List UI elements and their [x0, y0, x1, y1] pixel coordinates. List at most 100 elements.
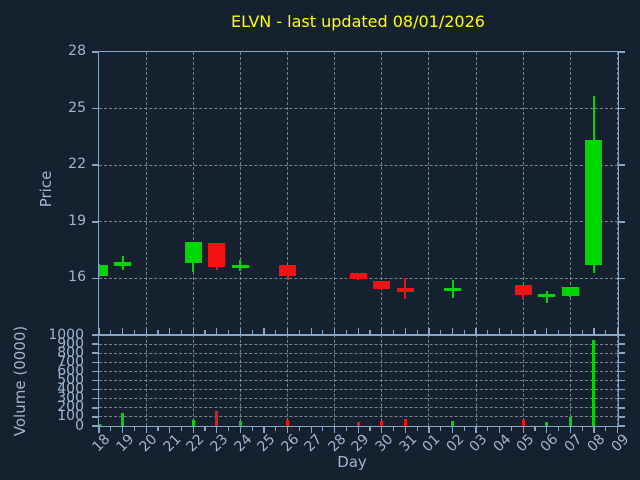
bottom-axis-tick-mark	[180, 427, 183, 431]
bottom-axis-tick-mark	[510, 427, 513, 431]
price-tick-label: 28	[68, 43, 86, 59]
bottom-axis-tick-mark	[228, 427, 230, 431]
bottom-axis-tick-mark	[298, 427, 300, 431]
volume-horizontal-gridline	[99, 407, 618, 409]
x-axis-label: Day	[337, 453, 367, 471]
bottom-axis-tick-mark	[487, 427, 489, 431]
price-tick-mark-right	[617, 221, 625, 223]
price-tick-mark-right	[617, 277, 625, 280]
volume-tick-label: 800	[57, 344, 84, 361]
bottom-axis-tick-mark	[334, 427, 336, 433]
volume-tick-mark-left	[92, 397, 99, 400]
volume-bar	[99, 424, 101, 426]
x-tick-label: 30	[372, 431, 397, 456]
price-tick-mark-left	[92, 221, 99, 223]
price-vertical-gridline	[617, 52, 618, 335]
bottom-axis-tick-mark	[605, 427, 607, 431]
bottom-axis-tick-mark	[381, 427, 383, 433]
volume-tick-mark-left	[92, 352, 99, 354]
volume-tick-mark-right	[617, 388, 625, 391]
volume-tick-label: 0	[75, 417, 84, 434]
bottom-axis-tick-mark	[593, 427, 595, 433]
bottom-axis-tick-mark	[522, 427, 524, 433]
volume-tick-mark-right	[617, 361, 625, 364]
volume-bar	[356, 421, 360, 426]
volume-horizontal-gridline	[99, 380, 618, 381]
price-vertical-gridline	[428, 52, 430, 335]
price-vertical-gridline	[381, 52, 383, 335]
bottom-axis-tick-mark	[369, 427, 371, 431]
x-tick-label: 09	[608, 431, 633, 456]
x-tick-label: 05	[513, 431, 538, 456]
volume-tick-mark-right	[617, 397, 625, 400]
price-axis-label: Price	[37, 170, 55, 208]
bottom-axis-tick-mark	[569, 427, 571, 433]
price-tick-mark-right	[617, 107, 625, 110]
candle-body	[349, 273, 367, 280]
volume-horizontal-gridline	[99, 343, 618, 345]
volume-tick-mark-right	[617, 334, 625, 336]
volume-tick-mark-left	[92, 425, 99, 427]
bottom-axis-tick-mark	[557, 427, 560, 431]
price-tick-label: 19	[68, 212, 86, 229]
volume-tick-mark-right	[617, 416, 625, 418]
bottom-axis-tick-mark	[499, 427, 501, 433]
price-tick-mark-left	[92, 277, 99, 280]
volume-tick-mark-right	[617, 425, 625, 427]
price-horizontal-gridline	[99, 221, 618, 223]
volume-tick-mark-right	[617, 343, 625, 345]
bottom-axis-tick-mark	[98, 427, 100, 433]
price-horizontal-gridline	[99, 108, 618, 110]
x-tick-label: 28	[325, 431, 350, 456]
bottom-axis-tick-mark	[581, 427, 583, 431]
price-tick-mark-right	[617, 164, 625, 166]
volume-tick-label: 500	[57, 372, 84, 388]
volume-bar	[286, 419, 290, 426]
bottom-axis-tick-mark	[263, 427, 265, 433]
price-panel	[99, 52, 618, 335]
price-vertical-gridline	[569, 52, 571, 335]
x-tick-label: 06	[537, 431, 562, 456]
bottom-axis-tick-mark	[157, 427, 159, 431]
price-tick-label: 25	[68, 99, 86, 116]
x-tick-label: 20	[136, 431, 161, 456]
bottom-axis-tick-mark	[534, 427, 536, 431]
price-vertical-gridline	[334, 52, 336, 335]
bottom-axis-tick-mark	[275, 427, 277, 431]
price-tick-label: 22	[68, 156, 86, 173]
volume-horizontal-gridline	[99, 352, 618, 354]
bottom-axis-tick-mark	[145, 427, 147, 433]
candle-body	[444, 287, 462, 291]
bottom-axis-tick-mark	[192, 427, 194, 433]
price-tick-mark-left	[92, 107, 99, 110]
price-vertical-gridline	[287, 52, 289, 335]
price-vertical-gridline	[145, 52, 147, 335]
x-tick-label: 29	[348, 431, 373, 456]
bottom-axis-tick-mark	[451, 427, 454, 433]
volume-bar	[238, 421, 242, 426]
volume-bar	[215, 411, 219, 426]
x-tick-label: 07	[561, 431, 585, 456]
volume-tick-mark-left	[92, 407, 99, 409]
bottom-axis-tick-mark	[110, 427, 112, 431]
x-tick-label: 25	[254, 431, 279, 456]
volume-bar	[592, 339, 596, 426]
bottom-axis-tick-mark	[416, 427, 418, 431]
volume-tick-mark-right	[617, 370, 625, 373]
volume-tick-mark-right	[617, 379, 625, 382]
bottom-axis-tick-mark	[357, 427, 359, 433]
x-tick-label: 26	[278, 431, 303, 456]
volume-horizontal-gridline	[99, 416, 618, 418]
x-tick-label: 31	[396, 431, 420, 456]
volume-bar	[191, 420, 195, 426]
x-tick-label: 04	[490, 431, 515, 456]
x-tick-label: 03	[466, 431, 491, 456]
volume-bar	[521, 419, 525, 426]
price-horizontal-gridline	[99, 164, 618, 166]
x-tick-label: 08	[584, 431, 609, 456]
volume-bar	[568, 417, 572, 426]
bottom-axis-tick-mark	[216, 427, 218, 433]
price-tick-mark-left	[92, 164, 99, 166]
candle-body	[114, 261, 132, 266]
volume-bar	[545, 421, 549, 426]
